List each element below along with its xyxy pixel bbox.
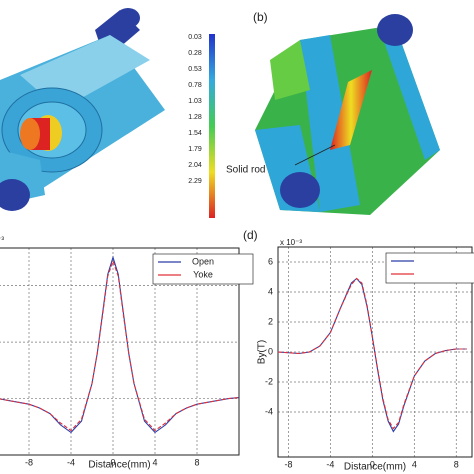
x-axis-label: Distance(mm) [88,460,150,471]
y-tick-label: 2 [268,316,273,326]
data-line [0,259,240,432]
axis-multiplier: x 10⁻³ [0,235,4,244]
plot-frame [0,247,240,456]
colorbar-label: 2.04 [188,162,202,169]
x-tick-label: 0 [110,457,115,467]
x-tick-label: 0 [370,459,375,469]
data-line [277,277,467,430]
legend-label: Open [192,256,214,266]
y-tick-label: -4 [265,406,273,416]
colorbar-label: 2.29 [188,178,202,185]
colorbar-label: 0.53 [188,66,202,73]
motor-render [0,8,165,211]
colorbar-label: 1.28 [188,114,202,121]
x-tick-label: -4 [326,459,334,469]
colorbar-label: 1.54 [188,130,202,137]
colorbar [209,34,215,218]
colorbar-label: 0.03 [188,34,202,41]
y-tick-label: -2 [265,376,273,386]
legend-box [152,253,254,285]
colorbar-label: 1.79 [188,146,202,153]
panel-label: (b) [253,10,268,24]
y-tick-label: 4 [268,286,273,296]
x-tick-label: 8 [194,457,199,467]
yoke-render [255,14,440,215]
rod-label: Solid rod [226,165,265,176]
x-axis-label: Distance(mm) [344,462,406,473]
x-tick-label: -8 [25,457,33,467]
x-tick-label: -4 [67,457,75,467]
colorbar-label: 0.28 [188,50,202,57]
y-tick-label: 0 [268,346,273,356]
colorbar-label: 1.03 [188,98,202,105]
legend-box [385,252,474,284]
x-tick-label: 8 [454,459,459,469]
axis-multiplier: x 10⁻³ [280,238,302,247]
y-tick-label: 6 [268,256,273,266]
x-tick-label: 4 [412,459,417,469]
legend-label: Yoke [193,269,213,279]
colorbar-label: 0.78 [188,82,202,89]
x-tick-label: 4 [152,457,157,467]
y-axis-label: By(T) [257,340,268,364]
x-tick-label: -8 [284,459,292,469]
panel-label: (d) [243,228,258,242]
